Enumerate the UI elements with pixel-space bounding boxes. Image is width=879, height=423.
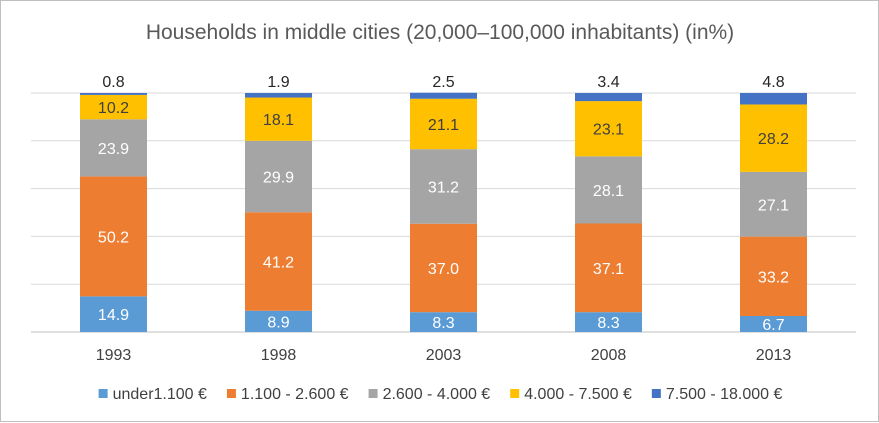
data-label: 3.4 <box>597 74 619 91</box>
data-label: 10.2 <box>98 100 129 117</box>
chart-title: Households in middle cities (20,000–100,… <box>146 21 734 44</box>
legend-swatch <box>98 389 108 398</box>
bar-segment-1998-series-1 <box>245 310 312 332</box>
bar-segment-1998-series-2 <box>245 212 312 311</box>
legend-item: 7.500 - 18.000 € <box>651 386 783 403</box>
legend-swatch <box>510 389 520 398</box>
bar-segment-1998-series-3 <box>245 140 312 213</box>
data-label: 8.9 <box>267 314 289 331</box>
data-label: 28.1 <box>593 183 624 200</box>
bar-segment-2003-series-5 <box>410 92 477 99</box>
legend-item: 2.600 - 4.000 € <box>368 386 491 403</box>
x-tick-label: 2008 <box>591 347 627 364</box>
data-label: 0.8 <box>102 74 124 91</box>
legend-label: 4.000 - 7.500 € <box>524 386 632 403</box>
data-label: 2.5 <box>432 74 454 91</box>
x-axis: 1993 1998 2003 2008 2013 <box>96 347 792 364</box>
legend-swatch <box>226 389 236 398</box>
bar-segment-2008-series-4 <box>575 101 642 157</box>
data-label: 31.2 <box>428 179 459 196</box>
data-labels: 14.9 50.2 23.9 10.2 0.8 8.9 41.2 29.9 18.1 1.9 8.3… <box>98 74 789 334</box>
bar-segment-1993-series-1 <box>80 296 147 332</box>
bar-segment-2003-series-3 <box>410 149 477 224</box>
data-label: 33.2 <box>758 269 789 286</box>
legend: under1.100 € 1.100 - 2.600 € 2.600 - 4.000… <box>98 386 783 403</box>
data-label: 6.7 <box>762 317 784 334</box>
data-label: 8.3 <box>432 315 454 332</box>
data-label: 41.2 <box>263 254 294 271</box>
bar-segment-1998-series-5 <box>245 93 312 98</box>
legend-label: 2.600 - 4.000 € <box>383 386 491 403</box>
legend-label: 7.500 - 18.000 € <box>666 386 783 403</box>
bar-segment-1993-series-5 <box>80 93 147 95</box>
bar-segment-2003-series-2 <box>410 223 477 313</box>
bar-segment-1993-series-2 <box>80 176 147 297</box>
legend-item: under1.100 € <box>98 386 207 403</box>
data-label: 23.9 <box>98 141 129 158</box>
bar-segment-2003-series-4 <box>410 98 477 150</box>
data-label: 28.2 <box>758 131 789 148</box>
legend-swatch <box>368 389 378 398</box>
bar-segment-2013-series-3 <box>740 171 807 237</box>
data-label: 21.1 <box>428 117 459 134</box>
x-tick-label: 2003 <box>426 347 462 364</box>
bar-segment-1993-series-3 <box>80 119 147 177</box>
x-tick-label: 1998 <box>261 347 297 364</box>
data-label: 8.3 <box>597 315 619 332</box>
data-label: 37.0 <box>428 261 459 278</box>
data-label: 4.8 <box>762 74 784 91</box>
legend-label: 1.100 - 2.600 € <box>241 386 349 403</box>
data-label: 14.9 <box>98 307 129 324</box>
bar-segment-2013-series-4 <box>740 104 807 172</box>
bar-segment-2003-series-1 <box>410 312 477 332</box>
x-tick-label: 2013 <box>756 347 792 364</box>
x-tick-label: 1993 <box>96 347 132 364</box>
bar-segment-2008-series-5 <box>575 93 642 102</box>
bar-segment-2013-series-5 <box>740 93 807 105</box>
bar-segment-2008-series-1 <box>575 312 642 332</box>
bar-segment-2008-series-2 <box>575 223 642 313</box>
data-label: 29.9 <box>263 170 294 187</box>
data-label: 50.2 <box>98 229 129 246</box>
data-label: 37.1 <box>593 261 624 278</box>
legend-label: under1.100 € <box>113 386 207 403</box>
bar-segment-1993-series-4 <box>80 94 147 120</box>
bars <box>80 92 807 332</box>
legend-item: 1.100 - 2.600 € <box>226 386 349 403</box>
data-label: 1.9 <box>267 74 289 91</box>
bar-segment-2008-series-3 <box>575 156 642 224</box>
bar-segment-2013-series-1 <box>740 315 807 332</box>
data-label: 18.1 <box>263 112 294 129</box>
data-label: 27.1 <box>758 197 789 214</box>
data-label: 23.1 <box>593 122 624 139</box>
legend-item: 4.000 - 7.500 € <box>510 386 632 403</box>
bar-segment-2013-series-2 <box>740 236 807 316</box>
bar-segment-1998-series-4 <box>245 97 312 141</box>
legend-swatch <box>651 389 661 398</box>
